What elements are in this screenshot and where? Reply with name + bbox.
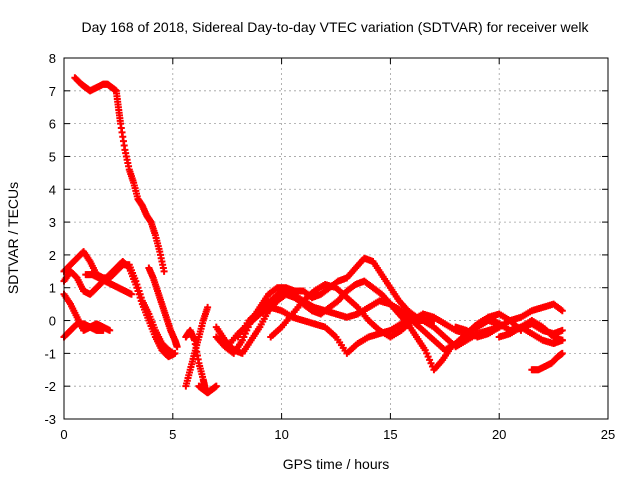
series-arc-10 — [195, 382, 220, 397]
x-axis-label: GPS time / hours — [283, 456, 390, 472]
series-arc-20 — [517, 323, 566, 348]
series-arc-14 — [234, 287, 525, 354]
data-point — [212, 382, 220, 390]
series-arc-4 — [82, 271, 135, 298]
series-arc-19 — [528, 349, 566, 374]
y-axis-label: SDTVAR / TECUs — [5, 182, 21, 294]
data-point — [558, 336, 566, 344]
y-tick-label: 4 — [49, 182, 56, 197]
y-tick-label: 2 — [49, 248, 56, 263]
data-points — [60, 74, 566, 397]
x-tick-label: 5 — [169, 427, 176, 442]
y-tick-label: 6 — [49, 117, 56, 132]
series-arc-7 — [145, 264, 181, 351]
data-point — [173, 343, 181, 351]
series-arc-1 — [71, 74, 168, 275]
plot-frame — [63, 57, 609, 420]
series-arc-16 — [452, 300, 566, 341]
chart-title: Day 168 of 2018, Sidereal Day-to-day VTE… — [81, 19, 589, 35]
data-point — [558, 326, 566, 334]
series-arc-6 — [60, 320, 107, 341]
y-tick-label: 7 — [49, 84, 56, 99]
y-tick-label: -3 — [44, 412, 56, 427]
data-point — [106, 326, 114, 334]
y-tick-label: -2 — [44, 379, 56, 394]
series-arc-3 — [60, 257, 179, 361]
data-point — [124, 263, 132, 271]
x-tick-label: 25 — [601, 427, 615, 442]
data-point — [171, 349, 179, 357]
grid — [64, 58, 608, 419]
y-tick-label: -1 — [44, 346, 56, 361]
data-point — [558, 349, 566, 357]
y-tick-label: 5 — [49, 149, 56, 164]
data-point — [160, 267, 168, 275]
x-tick-label: 20 — [492, 427, 506, 442]
y-tick-label: 1 — [49, 281, 56, 296]
data-point — [99, 326, 107, 334]
y-tick-label: 3 — [49, 215, 56, 230]
x-tick-label: 10 — [274, 427, 288, 442]
x-tick-label: 0 — [60, 427, 67, 442]
x-tick-label: 15 — [383, 427, 397, 442]
data-point — [204, 303, 212, 311]
y-tick-label: 8 — [49, 51, 56, 66]
axis-ticks: 0 5 10 15 20 25 -3 -2 -1 0 1 2 3 4 5 6 7 8 — [44, 51, 615, 442]
data-point — [558, 307, 566, 315]
y-tick-label: 0 — [49, 314, 56, 329]
data-point — [127, 290, 135, 298]
